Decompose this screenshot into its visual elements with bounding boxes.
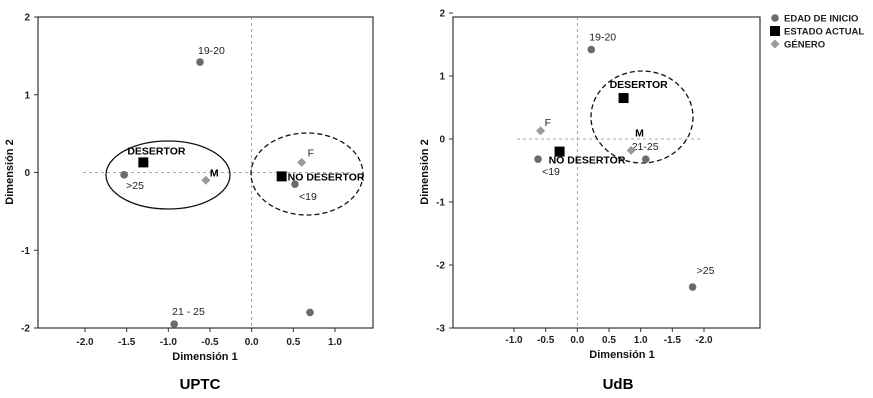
point-label: DESERTOR — [610, 79, 669, 91]
point-label: M — [635, 127, 644, 139]
y-tick-label: 2 — [24, 13, 30, 24]
panel-0: -2.0 -1.5 -1.0 -0.5 0.0 0.5 1.0 2 1 0 -1 -2 Dimensió… — [4, 13, 374, 393]
y-axis-title: Dimensión 2 — [4, 139, 16, 204]
point-edad — [291, 180, 299, 188]
x-tick-label: 0.0 — [245, 337, 259, 348]
x-tick-label: -0.5 — [537, 335, 555, 346]
point-label: F — [308, 147, 314, 159]
point-edad — [587, 45, 596, 54]
point-label: M — [210, 167, 219, 179]
point-label: NO DESERTOR — [549, 155, 626, 167]
y-tick-label: -1 — [21, 246, 30, 257]
group-ellipse-dashed — [250, 132, 364, 216]
point-estado — [554, 146, 565, 157]
point-edad — [641, 155, 650, 163]
legend-marker-estado — [770, 26, 780, 36]
point-label: 21-25 — [632, 141, 659, 153]
point-estado — [618, 93, 629, 104]
point-estado — [276, 171, 287, 182]
group-ellipse-solid — [105, 140, 231, 210]
x-tick-label: 0.0 — [570, 335, 584, 346]
point-genero — [201, 175, 211, 185]
y-tick-label: 1 — [24, 90, 30, 101]
point-edad — [196, 58, 204, 66]
point-genero — [297, 157, 307, 167]
point-label: 19-20 — [589, 32, 616, 44]
panel-title: UdB — [603, 376, 634, 393]
y-tick-label: 0 — [439, 135, 445, 146]
point-label: <19 — [299, 191, 317, 203]
y-tick-label: 1 — [439, 72, 445, 83]
panel-title: UPTC — [180, 376, 221, 393]
x-tick-label: -2.0 — [695, 335, 713, 346]
point-label: 21 - 25 — [172, 306, 205, 318]
x-tick-label: -1.5 — [664, 335, 682, 346]
x-tick-label: 1.0 — [328, 337, 342, 348]
point-label: NO DESERTOR — [288, 171, 365, 183]
x-axis-title: Dimensión 1 — [589, 349, 654, 361]
x-axis-title: Dimensión 1 — [172, 351, 237, 363]
x-tick-label: -1.0 — [160, 337, 178, 348]
point-edad — [120, 171, 128, 179]
y-tick-label: 0 — [24, 168, 30, 179]
point-edad — [170, 320, 178, 328]
y-tick-label: -2 — [21, 324, 30, 335]
x-tick-label: -1.0 — [505, 335, 523, 346]
x-tick-label: -2.0 — [76, 337, 94, 348]
point-edad — [306, 308, 314, 317]
point-label: F — [545, 117, 551, 129]
point-label: 19-20 — [198, 45, 225, 57]
group-ellipse-dashed — [590, 70, 694, 164]
y-axis-title: Dimensión 2 — [419, 139, 431, 204]
point-edad — [688, 283, 697, 291]
x-tick-label: 0.5 — [286, 337, 300, 348]
legend-label: GÉNERO — [784, 40, 825, 51]
legend: EDAD DE INICIO ESTADO ACTUAL GÉNERO — [770, 14, 864, 51]
x-tick-label: -1.5 — [118, 337, 136, 348]
point-label: >25 — [697, 265, 715, 277]
y-tick-label: -2 — [436, 261, 445, 272]
panel-1: -1.0 -0.5 0.0 0.5 1.0 -1.5 -2.0 2 1 0 -1 -2 -3 Dimens… — [419, 9, 761, 393]
plot-frame — [452, 16, 761, 329]
legend-marker-edad — [771, 14, 779, 22]
x-tick-label: -0.5 — [201, 337, 219, 348]
point-label: DESERTOR — [127, 145, 186, 157]
legend-label: EDAD DE INICIO — [784, 14, 858, 25]
x-tick-label: 0.5 — [602, 335, 616, 346]
x-tick-label: 1.0 — [634, 335, 648, 346]
y-tick-label: 2 — [439, 9, 445, 20]
point-label: <19 — [542, 166, 560, 178]
point-genero — [626, 145, 636, 155]
point-genero — [536, 126, 546, 136]
legend-label: ESTADO ACTUAL — [784, 27, 864, 38]
point-label: >25 — [126, 180, 144, 192]
legend-marker-genero — [770, 39, 780, 49]
y-tick-label: -3 — [436, 324, 445, 335]
y-tick-label: -1 — [436, 198, 445, 209]
point-estado — [138, 157, 149, 168]
point-edad — [534, 155, 542, 163]
